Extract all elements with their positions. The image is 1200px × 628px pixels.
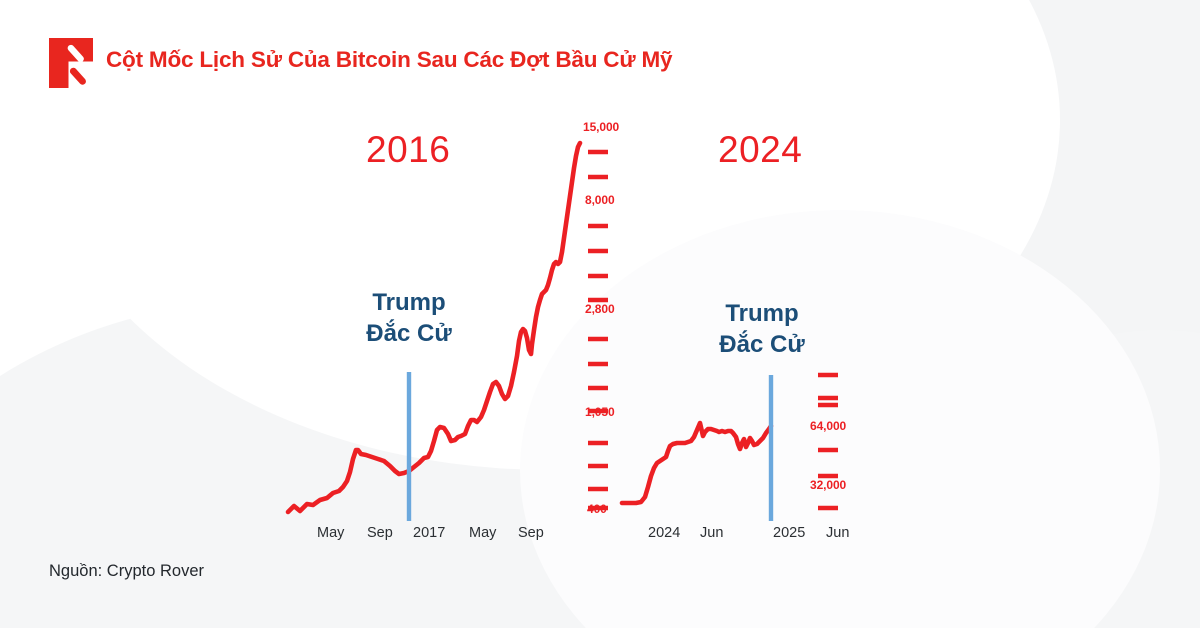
y-axis-label-400: 400 xyxy=(587,502,607,516)
era-label-2016: 2016 xyxy=(366,129,451,170)
header: Cột Mốc Lịch Sử Của Bitcoin Sau Các Đợt … xyxy=(0,0,1200,110)
source-credit: Nguồn: Crypto Rover xyxy=(49,562,204,580)
feather-pen-logo-icon xyxy=(49,38,93,88)
x-axis-label-2016-4: Sep xyxy=(518,525,544,541)
x-axis-label-2024-3: Jun xyxy=(826,525,850,541)
annotation-line1: Trump xyxy=(372,289,446,316)
annotation-trump-elected-2024: Trump Đắc Cử xyxy=(681,298,843,360)
x-axis-label-2024-2: 2025 xyxy=(773,525,806,541)
page-title: Cột Mốc Lịch Sử Của Bitcoin Sau Các Đợt … xyxy=(106,47,673,72)
y-axis-label-32000: 32,000 xyxy=(810,478,847,492)
annotation-trump-elected-2016: Trump Đắc Cử xyxy=(328,287,490,349)
annotation-line2: Đắc Cử xyxy=(719,331,805,359)
x-axis-label-2024-1: Jun xyxy=(700,525,724,541)
y-axis-label-1050: 1,050 xyxy=(585,405,615,419)
annotation-line2: Đắc Cử xyxy=(366,320,452,348)
y-axis-label-2800: 2,800 xyxy=(585,302,615,316)
x-axis-label-2016-2: 2017 xyxy=(413,525,446,541)
x-axis-label-2016-3: May xyxy=(469,525,497,541)
x-axis-label-2024-0: 2024 xyxy=(648,525,681,541)
x-axis-label-2016-1: Sep xyxy=(367,525,393,541)
y-axis-label-8000: 8,000 xyxy=(585,193,615,207)
series-line-2024 xyxy=(619,420,774,506)
y-axis-label-15000: 15,000 xyxy=(583,120,620,134)
y-axis-label-64000: 64,000 xyxy=(810,419,847,433)
annotation-line1: Trump xyxy=(725,300,799,327)
x-axis-label-2016-0: May xyxy=(317,525,345,541)
era-label-2024: 2024 xyxy=(718,129,803,170)
